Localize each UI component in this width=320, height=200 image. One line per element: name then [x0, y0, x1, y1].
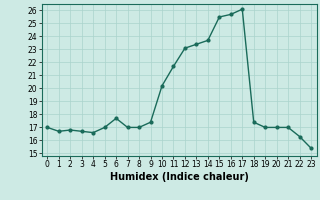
X-axis label: Humidex (Indice chaleur): Humidex (Indice chaleur): [110, 172, 249, 182]
